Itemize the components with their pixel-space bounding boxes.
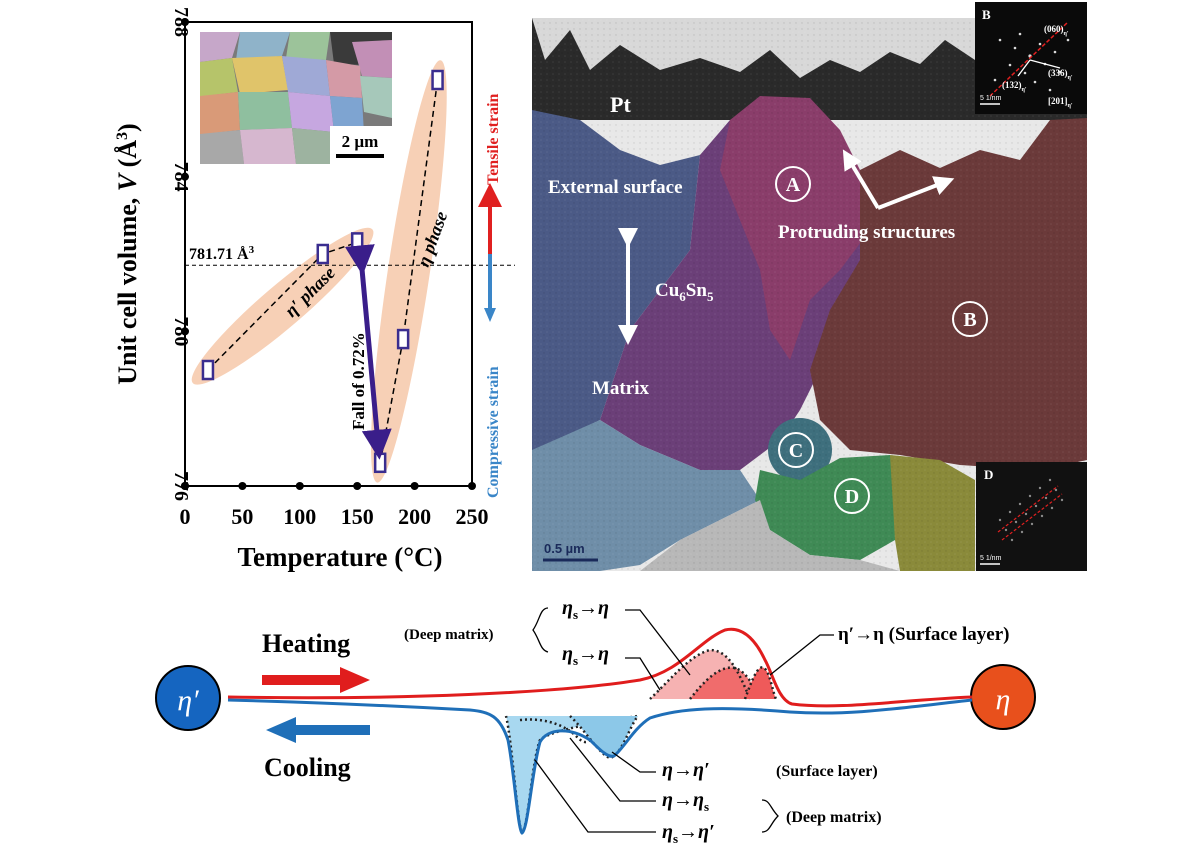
surface-layer-bottom-label: (Surface layer) xyxy=(776,763,878,780)
protruding-arrow-right xyxy=(877,176,955,210)
protruding-label: Protruding structures xyxy=(778,222,955,243)
external-surface-label: External surface xyxy=(548,177,683,198)
cooling-curve xyxy=(227,698,973,835)
deep-matrix-bottom-label: (Deep matrix) xyxy=(786,809,882,826)
grain-label-b: B xyxy=(952,301,988,337)
matrix-label: Matrix xyxy=(592,378,649,399)
inset-b-zone-201: [201]η′ xyxy=(1048,96,1073,109)
heating-label: Heating xyxy=(262,629,350,658)
y-tick-label: 780 xyxy=(170,316,192,346)
svg-text:η′: η′ xyxy=(177,684,199,717)
data-point xyxy=(396,328,410,350)
grain-label-c: C xyxy=(778,432,814,468)
fall-arrow xyxy=(344,244,392,460)
svg-text:D: D xyxy=(845,486,859,508)
inset-b-index-336: (336)η′ xyxy=(1048,68,1073,81)
x-tick-label: 150 xyxy=(341,504,374,529)
data-point xyxy=(316,243,330,265)
x-tick-label: 100 xyxy=(283,504,316,529)
x-tick-label: 200 xyxy=(398,504,431,529)
x-tick-label: 250 xyxy=(456,504,489,529)
tem-scale-label: 0.5 µm xyxy=(544,541,585,556)
pt-label: Pt xyxy=(610,92,631,117)
grain-label-a: A xyxy=(775,166,811,202)
data-point xyxy=(431,69,444,91)
cu6sn5-label: Cu6Sn5 xyxy=(655,280,714,304)
x-tick-mark xyxy=(295,482,304,490)
eta-s-eta-prime-label: ηs→η′ xyxy=(662,821,715,846)
y-tick-mark xyxy=(181,172,189,181)
svg-text:B: B xyxy=(963,309,976,331)
axis-ticks: 0 50 100 150 200 250 776 780 784 788 xyxy=(170,7,489,529)
tem-micrograph: Pt External surface Cu6Sn5 Matrix Protru… xyxy=(532,2,1087,571)
data-point xyxy=(350,232,364,253)
inset-b-diffraction: B (060)η′ (336)η′ (132)η′ [201]η′ 5 1/nm xyxy=(975,2,1087,114)
x-tick-label: 50 xyxy=(231,504,253,529)
inset-grain-map: 2 µm xyxy=(200,32,392,164)
eta-eta-s-label: η→ηs xyxy=(662,789,709,814)
eta-eta-prime-label: η→η′ xyxy=(662,759,710,781)
y-tick-mark xyxy=(181,18,189,26)
svg-text:B: B xyxy=(982,7,991,22)
svg-text:D: D xyxy=(984,467,993,482)
x-tick-mark xyxy=(353,482,362,490)
svg-text:A: A xyxy=(786,174,801,196)
eta-s-eta-label-2: ηs→η xyxy=(562,643,609,668)
inset-scale-label: 2 µm xyxy=(342,132,379,151)
compressive-strain-label: Compressive strain xyxy=(485,366,502,498)
svg-text:C: C xyxy=(789,440,803,462)
data-point xyxy=(201,359,215,381)
inset-d-fft: D 5 1/nm xyxy=(976,462,1087,571)
svg-text:η: η xyxy=(996,683,1011,716)
plot-frame xyxy=(184,21,473,487)
y-tick-mark xyxy=(181,482,189,490)
reference-label: 781.71 Å3 xyxy=(189,244,255,263)
x-axis-label: Temperature (°C) xyxy=(237,542,442,572)
x-tick-mark xyxy=(238,482,247,490)
surface-layer-top-label: η′→η (Surface layer) xyxy=(838,624,1009,645)
y-tick-label: 776 xyxy=(170,471,192,501)
y-tick-mark xyxy=(181,327,189,336)
x-tick-mark xyxy=(468,482,476,490)
eta-prime-node: η′ xyxy=(155,665,221,731)
svg-text:5 1/nm: 5 1/nm xyxy=(980,555,1002,562)
tensile-strain-label: Tensile strain xyxy=(485,93,502,185)
protruding-arrow-left xyxy=(842,149,880,210)
inset-b-index-132: (132)η′ xyxy=(1002,80,1027,93)
y-tick-label: 788 xyxy=(170,7,192,37)
y-tick-label: 784 xyxy=(170,162,192,192)
eta-s-eta-label-1: ηs→η xyxy=(562,597,609,622)
x-tick-label: 0 xyxy=(180,504,191,529)
grain-label-d: D xyxy=(834,478,870,514)
inset-b-index-060: (060)η′ xyxy=(1044,24,1069,37)
y-axis-label: Unit cell volume, V (Å3) xyxy=(113,123,142,384)
cooling-label: Cooling xyxy=(264,753,351,782)
fall-annotation: Fall of 0.72% xyxy=(349,332,368,430)
eta-node: η xyxy=(970,664,1036,730)
deep-matrix-top-label: (Deep matrix) xyxy=(404,627,494,643)
x-tick-mark xyxy=(410,482,419,490)
heating-curve xyxy=(227,627,973,708)
phase-ellipse-0 xyxy=(191,227,374,385)
data-point xyxy=(373,452,387,474)
svg-text:5 1/nm: 5 1/nm xyxy=(980,95,1002,102)
dsc-schematic: η′ η Heating Cooling (Deep matrix) ηs→η xyxy=(155,597,1036,846)
unit-cell-volume-chart: 2 µm 0 50 100 150 200 250 776 780 784 788 781.71 … xyxy=(113,7,515,572)
